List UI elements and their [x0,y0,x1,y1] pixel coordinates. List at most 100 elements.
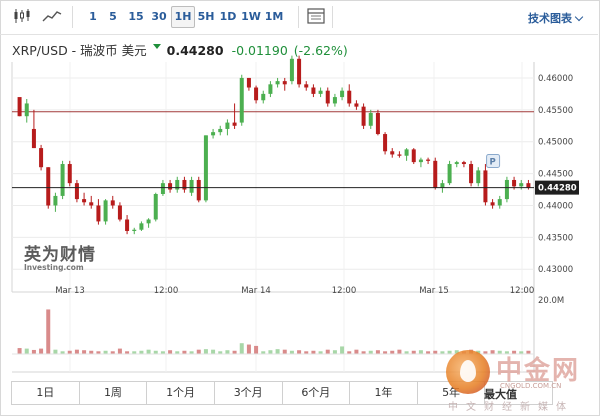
volume-bar [232,350,237,354]
candlestick-icon[interactable] [12,8,32,24]
candle-body [297,58,302,85]
logo-flame-icon [460,360,476,382]
range-1y[interactable]: 1年 [350,382,418,404]
toolbar-divider [72,6,73,28]
range-1d[interactable]: 1日 [12,382,80,404]
candle-body [325,90,330,104]
volume-bar [347,351,352,354]
volume-bar [440,351,445,354]
candle-body [375,113,380,135]
candle-body [461,162,466,165]
volume-bar [31,349,36,354]
candle-body [404,149,409,156]
volume-bar [390,350,395,354]
candle-body [132,229,137,231]
candle-body [476,170,481,184]
candle-body [53,195,58,206]
toolbar-divider [298,6,299,28]
volume-bar [189,351,194,354]
volume-bar [132,351,137,354]
candle-body [497,199,502,206]
volume-bar [103,350,108,354]
timeframe-5[interactable]: 5 [109,10,117,23]
candle-body [160,183,165,194]
volume-bar [246,344,251,354]
volume-bar [110,351,115,354]
timeframe-1w[interactable]: 1W [241,10,261,23]
current-price-label: 0.44280 [538,184,577,194]
range-3m[interactable]: 3个月 [215,382,283,404]
time-tick-label: 12:00 [332,286,357,296]
volume-bar [433,350,438,354]
volume-bar [332,350,337,354]
timeframe-15[interactable]: 15 [128,10,144,23]
range-max[interactable]: 最大值 [484,388,517,401]
last-price: 0.44280 [166,43,224,58]
volume-bar [218,351,223,354]
volume-bar [383,351,388,354]
candle-body [519,183,524,187]
candle-body [89,202,94,206]
volume-bar [289,350,294,354]
volume-bar [311,350,316,354]
timeframe-1[interactable]: 1 [89,10,97,23]
volume-max-label: 20.0M [538,296,564,306]
tech-chart-menu[interactable]: 技术图表 [528,10,584,26]
time-tick-label: 12:00 [154,286,179,296]
volume-bar [46,309,51,354]
volume-bar [340,346,345,354]
candle-body [368,113,373,126]
candle-body [39,148,44,168]
candle-body [347,90,352,104]
candle-body [318,90,323,94]
timeframe-5h[interactable]: 5H [197,10,215,23]
volume-bar [275,349,280,354]
candle-body [418,159,423,163]
volume-bar [211,349,216,354]
candle-body [103,200,108,222]
price-change: -0.01190 [231,43,288,58]
line-chart-icon[interactable] [42,8,62,24]
volume-bar [404,351,409,354]
volume-bar [368,350,373,354]
range-1w[interactable]: 1周 [80,382,148,404]
range-6m[interactable]: 6个月 [283,382,351,404]
candle-body [110,200,115,206]
volume-bar [146,349,151,354]
candle-body [139,223,144,230]
candle-body [153,194,158,220]
timeframe-30[interactable]: 30 [151,10,167,23]
candle-body [354,103,359,107]
candle-body [46,167,51,206]
volume-bar [526,350,531,354]
toolbar-divider [332,6,333,28]
volume-bar [17,348,22,354]
volume-bar [411,350,416,354]
candle-body [189,179,194,193]
candle-body [225,122,230,129]
candle-body [426,159,431,161]
candle-body [175,179,180,190]
candle-body [82,199,87,203]
volume-bar [82,350,87,354]
calendar-icon[interactable] [306,8,326,24]
investing-watermark: 英为财情 Investing.com [24,240,96,272]
volume-bar [196,349,201,354]
volume-bar [447,350,452,354]
volume-bar [354,349,359,354]
timeframe-1h[interactable]: 1H [171,6,195,28]
volume-bar [375,350,380,354]
candle-body [332,97,337,104]
volume-bar [139,350,144,354]
timeframe-1d[interactable]: 1D [219,10,237,23]
volume-bar [519,351,524,354]
timeframe-1m[interactable]: 1M [264,10,284,23]
candle-body [239,77,244,123]
range-1m[interactable]: 1个月 [147,382,215,404]
quote-header: XRP/USD - 瑞波币 美元 0.44280 -0.01190 (-2.62%) [12,40,348,60]
volume-bar [325,349,330,354]
volume-bar [24,348,29,354]
volume-bar [125,351,130,354]
volume-bar [60,351,65,354]
